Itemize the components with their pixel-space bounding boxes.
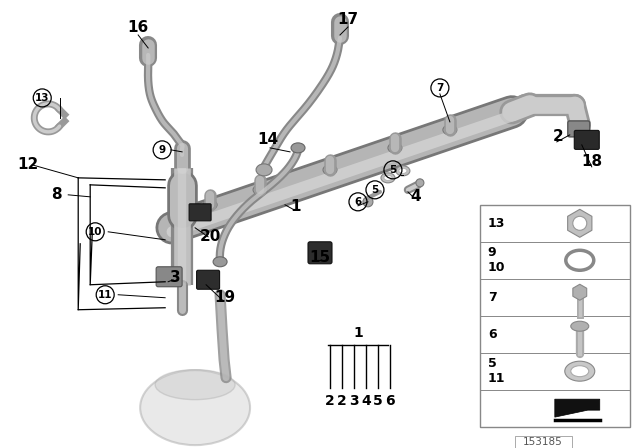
Ellipse shape [564,361,595,381]
Text: 7: 7 [436,83,444,93]
FancyBboxPatch shape [568,121,590,137]
Text: 18: 18 [581,155,602,169]
Text: 19: 19 [214,290,236,305]
Text: 9: 9 [159,145,166,155]
Text: 15: 15 [309,250,331,265]
Ellipse shape [571,321,589,331]
Text: 153185: 153185 [523,437,563,447]
Text: 16: 16 [127,21,148,35]
Text: 12: 12 [18,157,39,172]
Text: 1: 1 [353,326,363,340]
Text: 17: 17 [337,13,358,27]
Ellipse shape [256,164,272,176]
Ellipse shape [388,143,402,153]
Text: 8: 8 [52,187,62,202]
Ellipse shape [571,366,589,377]
Ellipse shape [381,173,395,183]
Text: 5
11: 5 11 [488,357,506,385]
Text: 5: 5 [371,185,379,195]
Text: 20: 20 [200,229,221,244]
Text: 1: 1 [291,199,301,214]
Text: 2: 2 [337,394,347,408]
Text: 9
10: 9 10 [488,246,506,274]
Ellipse shape [399,168,407,173]
FancyBboxPatch shape [189,204,211,221]
FancyBboxPatch shape [574,130,599,149]
Text: 5: 5 [373,394,383,408]
Circle shape [363,197,373,207]
Ellipse shape [140,370,250,445]
FancyBboxPatch shape [308,242,332,264]
Text: 3: 3 [349,394,359,408]
Text: 4: 4 [411,190,421,204]
Text: 3: 3 [170,270,180,285]
Text: 2: 2 [552,129,563,144]
Ellipse shape [566,250,594,270]
Ellipse shape [443,125,457,135]
Ellipse shape [323,165,337,175]
Ellipse shape [291,143,305,153]
FancyBboxPatch shape [196,270,220,289]
Ellipse shape [396,166,410,176]
Text: 2: 2 [325,394,335,408]
Text: 11: 11 [98,290,113,300]
Bar [515,435,572,448]
Circle shape [573,216,587,230]
Polygon shape [573,284,587,300]
Ellipse shape [155,370,235,400]
FancyBboxPatch shape [156,267,182,287]
Ellipse shape [213,257,227,267]
Text: 6: 6 [488,328,497,341]
Text: 6: 6 [385,394,395,408]
Polygon shape [555,399,600,417]
Text: 6: 6 [355,197,362,207]
Text: 10: 10 [88,227,102,237]
Text: 7: 7 [488,291,497,304]
Bar [480,205,630,426]
Text: 5: 5 [389,165,397,175]
Ellipse shape [384,175,392,181]
Circle shape [416,179,424,187]
Text: 13: 13 [488,217,505,230]
Text: 13: 13 [35,93,49,103]
Text: 4: 4 [361,394,371,408]
Ellipse shape [253,185,267,195]
Ellipse shape [203,200,217,210]
Text: 14: 14 [257,132,278,147]
Polygon shape [568,209,592,237]
